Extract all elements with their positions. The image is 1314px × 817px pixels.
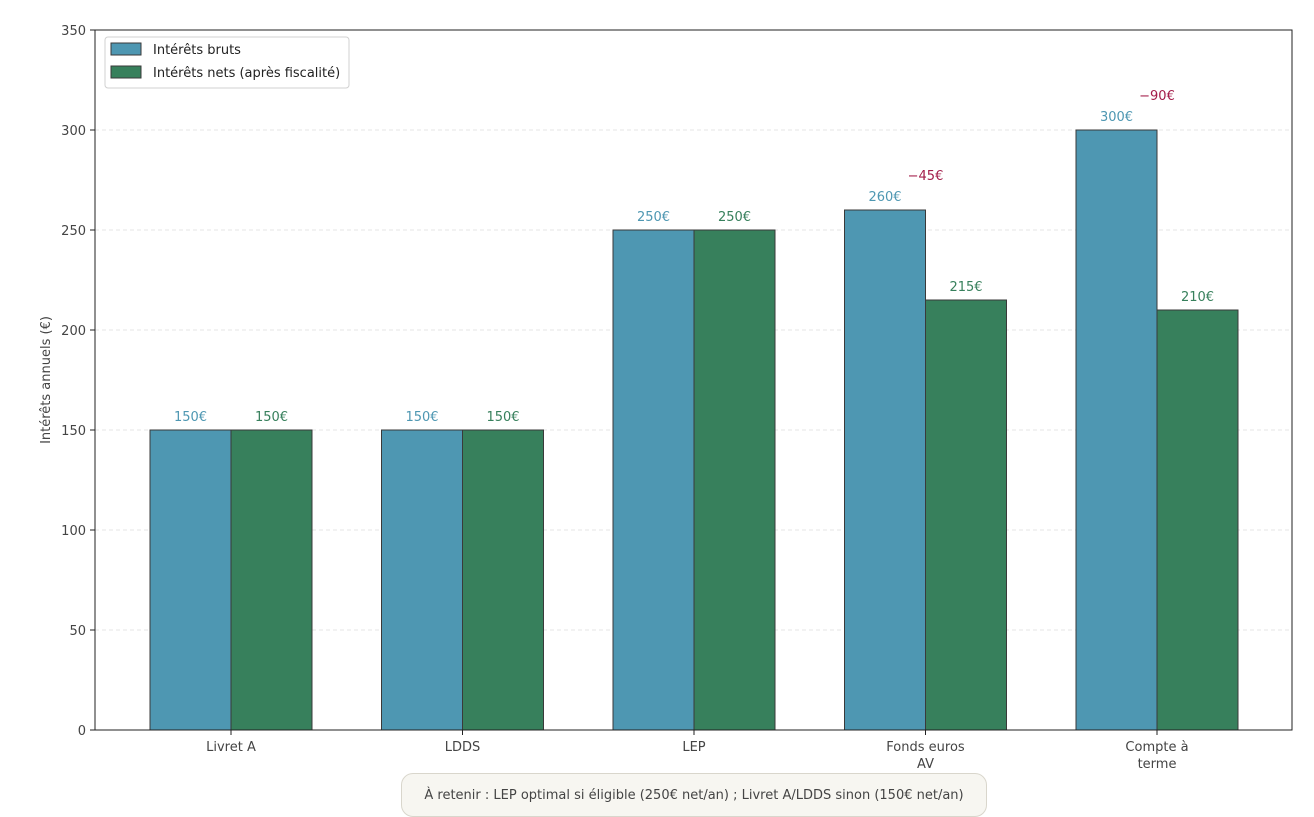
- y-tick-label: 350: [61, 24, 86, 39]
- tax-difference-label: −45€: [908, 169, 944, 184]
- bar-gross: [844, 209, 926, 731]
- tax-difference-label: −90€: [1139, 89, 1175, 104]
- y-tick-label: 0: [78, 724, 86, 739]
- bar-net: [462, 429, 544, 731]
- bar-gross: [381, 429, 463, 731]
- value-label: 300€: [1100, 110, 1133, 125]
- takeaway-note: À retenir : LEP optimal si éligible (250…: [401, 773, 987, 817]
- x-tick-label: Fonds euros AV: [886, 740, 965, 772]
- bar-gross: [149, 429, 232, 731]
- value-label: 150€: [405, 410, 438, 425]
- legend-label: Intérêts nets (après fiscalité): [153, 66, 340, 81]
- y-tick-label: 250: [61, 224, 86, 239]
- value-label: 215€: [949, 280, 982, 295]
- value-label: 250€: [718, 210, 751, 225]
- legend-swatch: [110, 65, 142, 79]
- legend-swatch: [110, 42, 142, 56]
- x-tick-label: Livret A: [206, 740, 256, 755]
- x-tick-label: LDDS: [445, 740, 481, 755]
- y-tick-label: 50: [69, 624, 86, 639]
- x-tick-label: LEP: [682, 740, 705, 755]
- x-tick-label: Compte à terme: [1125, 740, 1188, 772]
- value-label: 150€: [486, 410, 519, 425]
- bar-net: [693, 229, 776, 731]
- takeaway-note-text: À retenir : LEP optimal si éligible (250…: [424, 788, 964, 803]
- bar-gross: [1075, 129, 1158, 731]
- bar-net: [230, 429, 313, 731]
- y-tick-label: 200: [61, 324, 86, 339]
- value-label: 250€: [637, 210, 670, 225]
- legend-label: Intérêts bruts: [153, 43, 241, 58]
- bar-net: [925, 299, 1007, 731]
- value-label: 150€: [255, 410, 288, 425]
- y-axis-label: Intérêts annuels (€): [39, 316, 54, 444]
- y-tick-label: 100: [61, 524, 86, 539]
- y-tick-label: 300: [61, 124, 86, 139]
- y-tick-label: 150: [61, 424, 86, 439]
- value-label: 150€: [174, 410, 207, 425]
- value-label: 210€: [1181, 290, 1214, 305]
- value-label: 260€: [868, 190, 901, 205]
- bar-net: [1156, 309, 1239, 731]
- legend: [104, 36, 350, 89]
- bar-gross: [612, 229, 695, 731]
